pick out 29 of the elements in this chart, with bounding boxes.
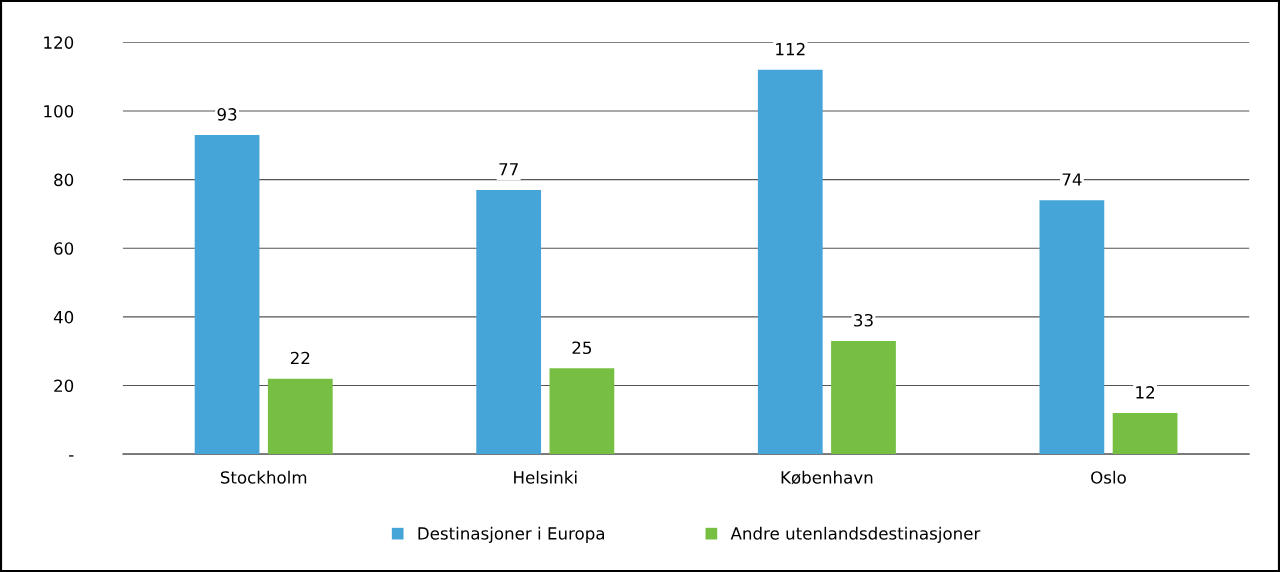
data-label: 77 — [499, 163, 518, 176]
legend-label: Andre utenlandsdestinasjoner — [730, 526, 981, 543]
data-label: 22 — [290, 351, 310, 365]
y-tick-label: 40 — [53, 310, 74, 324]
data-label: 74 — [1062, 173, 1082, 186]
y-tick-label: 60 — [54, 242, 74, 255]
x-tick-label: Oslo — [1091, 470, 1126, 484]
bar — [1039, 200, 1105, 455]
bar — [549, 368, 615, 455]
y-tick-label: - — [69, 455, 74, 457]
y-tick-label: 120 — [44, 36, 74, 49]
data-label: 25 — [572, 341, 592, 355]
y-tick-label: 100 — [44, 104, 74, 118]
x-tick-label: Stockholm — [220, 470, 307, 484]
y-tick-label: 20 — [54, 379, 74, 393]
bar — [831, 340, 896, 455]
legend-label: Destinasjoner i Europa — [418, 526, 605, 543]
bar — [194, 134, 260, 455]
data-label: 112 — [776, 42, 805, 56]
bar — [476, 189, 542, 455]
y-tick-label: 80 — [54, 173, 74, 187]
bar — [1112, 412, 1178, 455]
x-tick-label: København — [781, 470, 873, 485]
bar — [267, 378, 333, 455]
data-label: 33 — [854, 313, 873, 327]
bar — [757, 69, 823, 455]
data-label: 93 — [217, 108, 237, 121]
data-label: 12 — [1136, 386, 1155, 399]
x-tick-label: Helsinki — [514, 470, 577, 484]
